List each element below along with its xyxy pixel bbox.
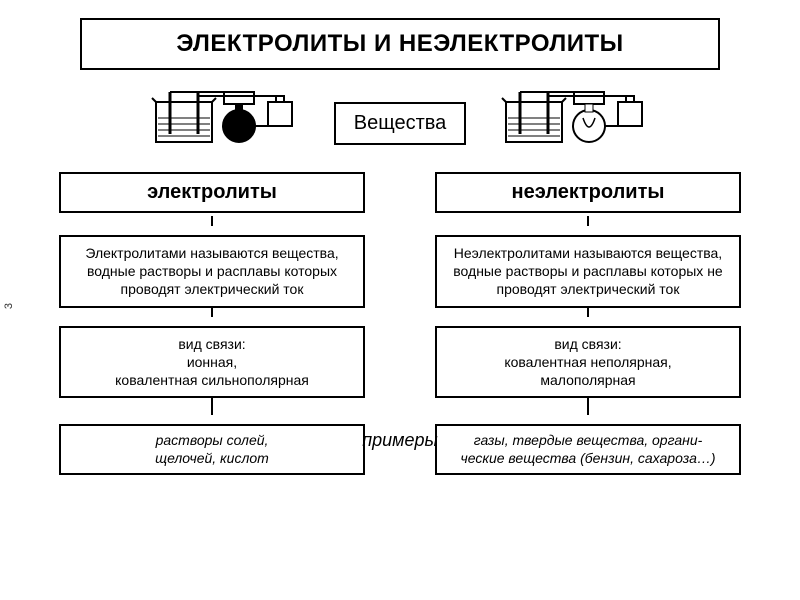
bulb-dark-icon [223, 110, 255, 142]
connector-line [587, 397, 589, 415]
column-right: неэлектролиты Неэлектролитами называются… [435, 172, 741, 475]
columns: электролиты Электролитами называются вещ… [30, 172, 770, 475]
heading-nonelectrolytes: неэлектролиты [435, 172, 741, 213]
bond-nonelectrolytes: вид связи: ковалентная неполярная, малоп… [435, 326, 741, 399]
top-row: Вещества [30, 84, 770, 162]
apparatus-right [500, 84, 650, 162]
page-title: ЭЛЕКТРОЛИТЫ И НЕЭЛЕКТРОЛИТЫ [90, 30, 710, 58]
bond-electrolytes: вид связи: ионная, ковалентная сильнопол… [59, 326, 365, 399]
substances-label: Вещества [354, 112, 447, 134]
substances-box: Вещества [334, 102, 467, 145]
connector-line [587, 216, 589, 226]
bulb-lit-icon [573, 110, 605, 142]
title-box: ЭЛЕКТРОЛИТЫ И НЕЭЛЕКТРОЛИТЫ [80, 18, 720, 70]
connector-line [211, 307, 213, 317]
connector-line [211, 216, 213, 226]
examples-electrolytes: растворы солей, щелочей, кислот [59, 424, 365, 475]
definition-nonelectrolytes: Неэлектролитами называются вещества, вод… [435, 235, 741, 308]
examples-label: примеры [362, 430, 438, 451]
page-side-number: 3 [3, 303, 15, 309]
heading-electrolytes: электролиты [59, 172, 365, 213]
connector-line [587, 307, 589, 317]
connector-line [211, 397, 213, 415]
apparatus-left [150, 84, 300, 162]
definition-electrolytes: Электролитами называются вещества, водны… [59, 235, 365, 308]
column-left: электролиты Электролитами называются вещ… [59, 172, 365, 475]
examples-nonelectrolytes: газы, твердые вещества, органи- ческие в… [435, 424, 741, 475]
